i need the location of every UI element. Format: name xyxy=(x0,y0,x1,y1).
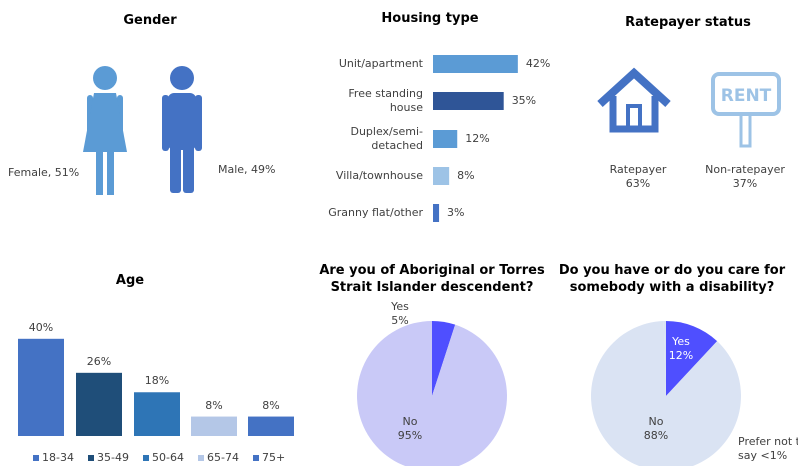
category-label: Free standing house xyxy=(348,87,423,114)
value-label: 12% xyxy=(465,132,490,145)
legend-label: 65-74 xyxy=(207,451,239,464)
pie-slice xyxy=(357,321,507,466)
dress xyxy=(83,93,127,152)
rent-sign-icon: RENT xyxy=(711,72,781,148)
bar xyxy=(433,204,440,222)
value-label: 12% xyxy=(668,349,694,362)
leg xyxy=(170,145,181,193)
value-label: 18% xyxy=(144,374,170,388)
value-label: 63% xyxy=(625,177,651,190)
head xyxy=(170,66,194,90)
value-label: 40% xyxy=(28,320,54,334)
category-label: Granny flat/other xyxy=(328,206,423,219)
legend-swatch xyxy=(198,455,204,461)
person-icon xyxy=(83,66,127,195)
pie-slice xyxy=(663,321,666,396)
category-label: Villa/townhouse xyxy=(335,169,423,182)
leg xyxy=(107,150,114,195)
bar xyxy=(433,55,518,73)
legend-swatch xyxy=(253,455,259,461)
category-label: Non-ratepayer xyxy=(705,163,785,176)
arm xyxy=(195,95,202,151)
category-label: Unit/apartment xyxy=(338,57,423,70)
bar xyxy=(433,92,504,110)
value-label: 3% xyxy=(447,206,465,219)
category-label: Prefer not to say xyxy=(738,435,798,462)
value-label: 35% xyxy=(511,94,537,107)
chart-title: Are you of Aboriginal or Torres Strait I… xyxy=(319,263,545,295)
house-icon xyxy=(597,67,671,133)
bar xyxy=(76,372,122,436)
value-label: 37% xyxy=(732,177,758,190)
bar xyxy=(433,167,450,185)
legend-label: 50-64 xyxy=(152,451,184,464)
walls xyxy=(609,96,659,133)
pie-slice xyxy=(666,321,718,396)
legend-label: 18-34 xyxy=(42,451,74,464)
value-label: 8% xyxy=(262,398,280,412)
category-label: Yes xyxy=(391,300,409,313)
legend-swatch xyxy=(88,455,94,461)
bar xyxy=(191,416,237,436)
category-label: No xyxy=(648,415,664,428)
value-label: 26% xyxy=(86,354,112,368)
category-label: Ratepayer xyxy=(609,163,667,176)
door xyxy=(626,104,642,130)
chart-title: Gender xyxy=(123,13,177,28)
value-label: 8% xyxy=(457,169,475,182)
value-label: Male, 49% xyxy=(218,163,276,176)
bar xyxy=(248,416,294,436)
person-icon xyxy=(162,66,202,193)
value-label: 42% xyxy=(525,57,551,70)
chart-title: Ratepayer status xyxy=(625,15,751,30)
bar xyxy=(18,338,64,436)
legend-label: 35-49 xyxy=(97,451,129,464)
roof xyxy=(597,67,671,107)
slice-label: Prefer not to say <1% xyxy=(738,435,798,463)
sign-post xyxy=(739,112,752,148)
category-label: Yes xyxy=(672,335,690,348)
head xyxy=(93,66,117,90)
chart-title: Age xyxy=(115,273,145,288)
legend-swatch xyxy=(143,455,149,461)
torso xyxy=(168,93,196,150)
sign-text: RENT xyxy=(721,86,772,106)
value-label: 95% xyxy=(397,429,423,442)
pie-slice xyxy=(432,321,456,396)
leg xyxy=(183,145,194,193)
value-label: <1% xyxy=(760,449,788,462)
value-label: 8% xyxy=(205,398,223,412)
pie-slice xyxy=(591,321,741,466)
chart-title: Housing type xyxy=(381,11,479,26)
bar xyxy=(134,392,180,436)
value-label: Female, 51% xyxy=(8,166,80,179)
bar xyxy=(433,130,458,148)
category-label: No xyxy=(402,415,418,428)
value-label: 88% xyxy=(643,429,669,442)
chart-title: Do you have or do you care for somebody … xyxy=(558,263,786,295)
value-label: 5% xyxy=(391,314,409,327)
leg xyxy=(96,150,103,195)
legend-label: 75+ xyxy=(262,451,286,464)
category-label: Duplex/semi-detached xyxy=(350,125,423,152)
legend-swatch xyxy=(33,455,39,461)
arm xyxy=(162,95,169,151)
